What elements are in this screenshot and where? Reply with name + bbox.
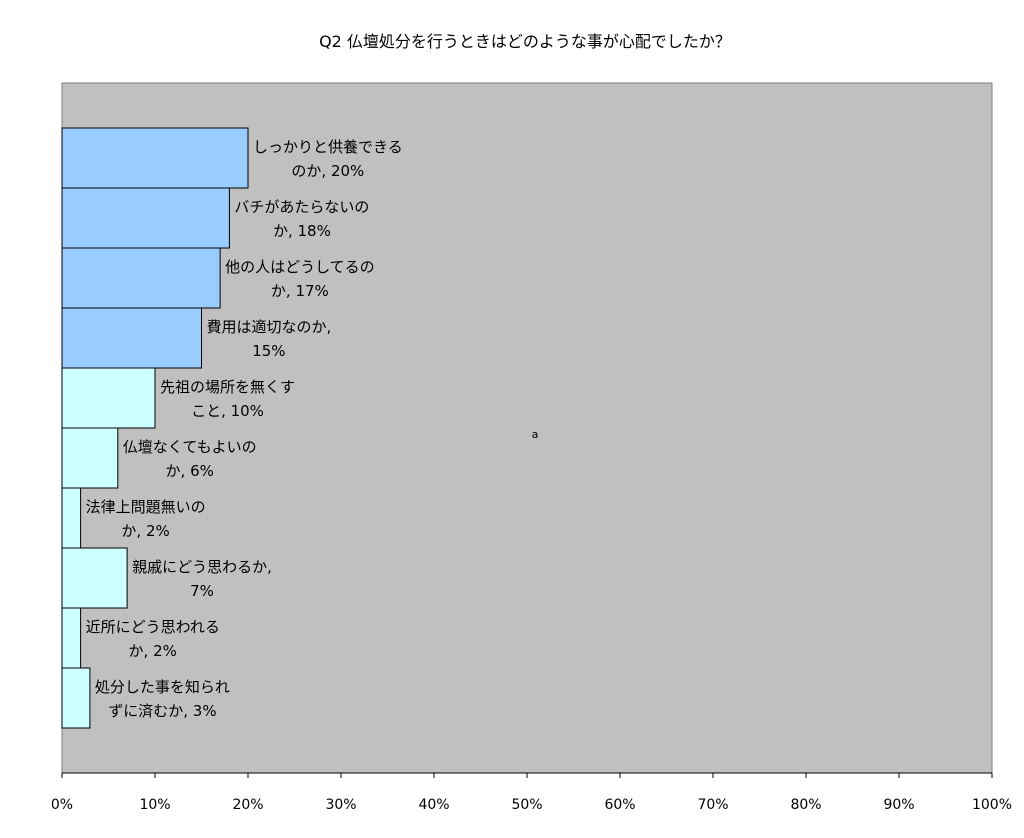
data-label-4: 費用は適切なのか, 15% xyxy=(207,318,332,360)
bar-5 xyxy=(61,367,156,429)
bar-2 xyxy=(61,187,230,249)
data-label-7: 法律上問題無いのか, 2% xyxy=(86,498,206,540)
data-label-3: 他の人はどうしてるのか, 17% xyxy=(225,258,375,300)
data-label-8: 親戚にどう思わるか, 7% xyxy=(132,558,272,600)
bar-1 xyxy=(61,127,249,189)
bar-8 xyxy=(61,547,128,609)
x-tick-label-4: 40% xyxy=(418,797,449,813)
data-label-6: 仏壇なくてもよいのか, 6% xyxy=(123,438,257,480)
bar-9 xyxy=(61,607,82,669)
data-label-group: しっかりと供養できるのか, 20% バチがあたらないのか, 18% 他の人はどうして… xyxy=(86,138,403,720)
bar-10 xyxy=(61,667,91,729)
x-tick-label-10: 100% xyxy=(972,797,1012,813)
x-tick-group: 0% 10% 20% 30% 40% 50% 60% 70% 80% 90% 100% xyxy=(51,773,1012,813)
bar-group xyxy=(61,127,249,729)
x-tick-label-0: 0% xyxy=(51,797,73,813)
bar-7 xyxy=(61,487,82,549)
bar-6 xyxy=(61,427,119,489)
stray-annotation: a xyxy=(532,428,539,441)
x-tick-label-8: 80% xyxy=(790,797,821,813)
x-tick-label-9: 90% xyxy=(883,797,914,813)
data-label-1: しっかりと供養できるのか, 20% xyxy=(253,138,403,180)
data-label-5: 先祖の場所を無くすこと, 10% xyxy=(160,378,295,420)
bar-3 xyxy=(61,247,221,309)
x-tick-label-2: 20% xyxy=(232,797,263,813)
x-tick-label-1: 10% xyxy=(139,797,170,813)
chart-title: Q2 仏壇処分を行うときはどのような事が心配でしたか？ xyxy=(319,32,731,51)
x-tick-label-6: 60% xyxy=(604,797,635,813)
data-label-9: 近所にどう思われるか, 2% xyxy=(86,618,220,660)
bar-4 xyxy=(61,307,202,369)
data-label-10: 処分した事を知られずに済むか, 3% xyxy=(95,678,230,720)
data-label-2: バチがあたらないのか, 18% xyxy=(234,198,369,240)
x-tick-label-5: 50% xyxy=(511,797,542,813)
x-tick-label-7: 70% xyxy=(697,797,728,813)
x-tick-label-3: 30% xyxy=(325,797,356,813)
